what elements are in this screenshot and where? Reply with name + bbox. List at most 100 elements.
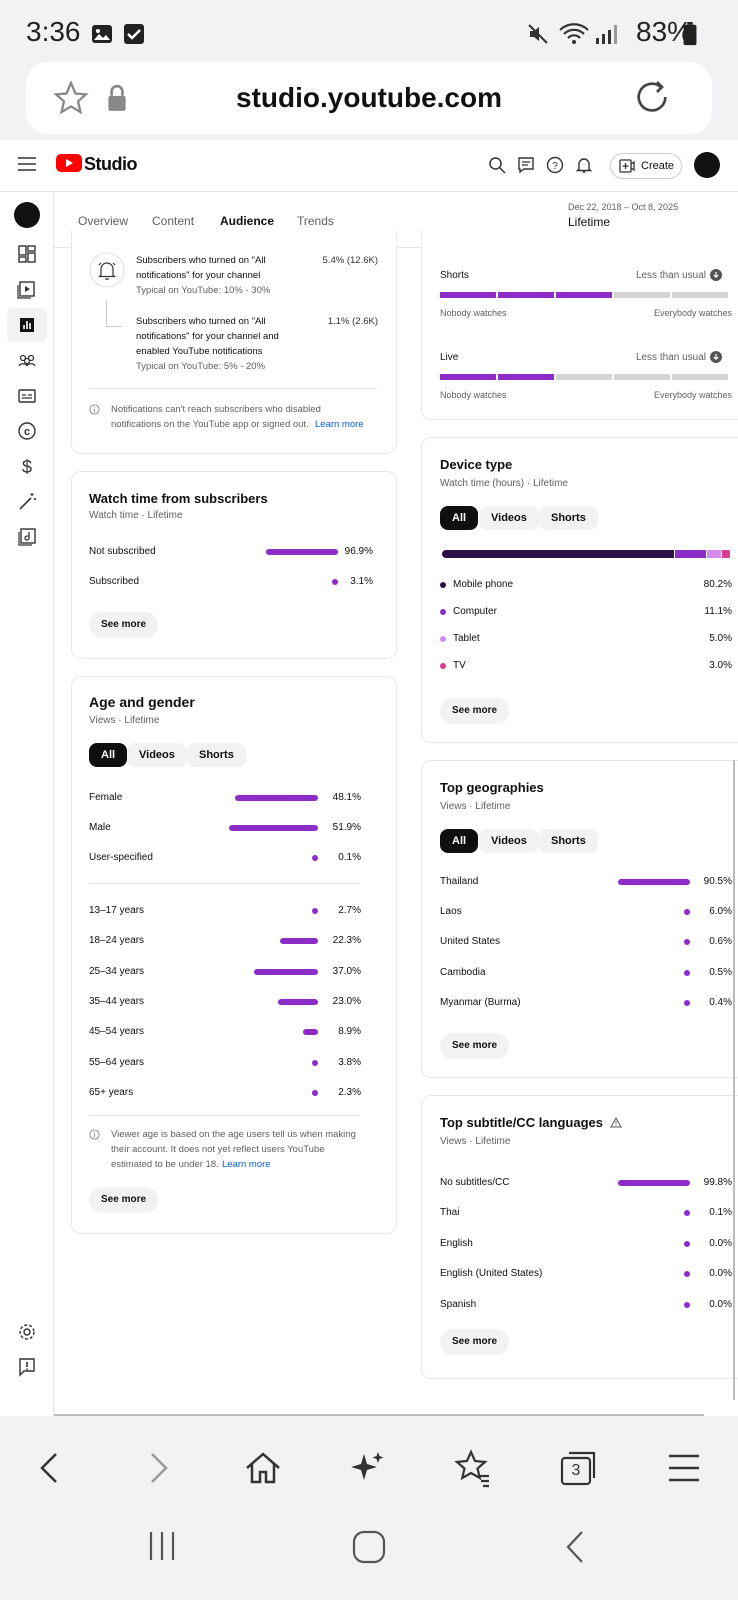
subtitles-icon[interactable] [15,384,39,408]
row-label: 45–54 years [89,1026,145,1038]
dashboard-icon[interactable] [15,242,39,266]
age-gender-title: Age and gender [89,694,195,710]
home-icon[interactable] [243,1448,283,1488]
row-bar [229,825,318,831]
device-filter-videos[interactable]: Videos [479,506,539,530]
url-text[interactable]: studio.youtube.com [236,82,502,113]
create-button[interactable]: Create [610,153,682,179]
row-label: Spanish [440,1298,477,1310]
level-segment [498,374,554,380]
recent-apps-icon[interactable] [146,1530,178,1562]
age-note-line1: Viewer age is based on the age users tel… [111,1129,356,1140]
notif-learn-more-link[interactable]: Learn more [315,419,364,430]
horizontal-scrollbar[interactable] [54,1414,704,1416]
analytics-icon[interactable] [15,313,39,337]
row-label: 13–17 years [89,905,145,916]
row-label: Female [89,792,123,803]
row-label: Cambodia [440,966,486,978]
row-dot [332,579,338,585]
ai-sparkle-icon[interactable] [348,1448,388,1488]
page-scrollbar[interactable] [733,760,735,1400]
content-icon[interactable] [15,277,39,301]
geographies-title: Top geographies [440,780,544,795]
side-navigation: c $ [0,192,54,1416]
row-value: 0.0% [709,1237,732,1249]
age-note-line3: estimated to be under 18. [111,1159,219,1170]
geo-filter-all[interactable]: All [440,829,479,853]
row-value: 48.1% [332,792,361,803]
down-arrow-circle-icon [710,269,722,281]
signal-icon [596,25,617,44]
community-icon[interactable] [15,349,39,373]
row-label: Not subscribed [89,546,156,557]
row-label: 18–24 years [89,935,145,947]
row-value: 8.9% [338,1026,361,1038]
system-back-icon[interactable] [564,1530,586,1564]
tab-overview[interactable]: Overview [78,214,129,228]
row-dot [684,1240,690,1247]
customization-wand-icon[interactable] [15,490,39,514]
info-icon [89,1129,100,1140]
tab-trends[interactable]: Trends [297,214,334,228]
bookmarks-icon[interactable] [453,1448,493,1488]
subtitles-see-more-button[interactable]: See more [440,1329,510,1355]
device-filter-all[interactable]: All [440,506,479,530]
age-filter-shorts[interactable]: Shorts [187,743,246,767]
reload-icon[interactable] [632,76,672,118]
create-video-icon [619,159,635,173]
level-segment [614,292,670,298]
age-filter-all[interactable]: All [89,743,128,767]
date-range-text[interactable]: Dec 22, 2018 – Oct 8, 2025 [568,202,679,212]
row-value: 2.3% [338,1086,361,1098]
divider [89,1115,360,1116]
back-icon[interactable] [30,1448,70,1488]
age-filter-videos[interactable]: Videos [127,743,187,767]
forward-icon[interactable] [138,1448,178,1488]
earn-icon[interactable]: $ [15,454,39,478]
svg-text:$: $ [22,457,32,477]
notifications-bell-icon[interactable] [575,154,593,176]
comments-icon[interactable] [517,154,535,176]
age-gender-card: Age and gender Views · Lifetime All Vide… [71,676,397,1234]
image-notification-icon [92,25,112,43]
age-gender-see-more-button[interactable]: See more [89,1187,159,1213]
watch-time-subscribers-card: Watch time from subscribers Watch time ·… [71,471,397,659]
geographies-see-more-button[interactable]: See more [440,1033,510,1059]
system-navigation [0,1512,738,1600]
geo-filter-videos[interactable]: Videos [479,829,539,853]
bookmark-star-icon[interactable] [52,80,90,116]
row-label: User-specified [89,852,153,863]
warning-icon [610,1117,622,1128]
device-see-more-button[interactable]: See more [440,698,510,724]
audio-library-icon[interactable] [15,525,39,549]
battery-icon [683,22,697,46]
age-learn-more-link[interactable]: Learn more [222,1159,271,1170]
menu-icon[interactable] [18,156,36,172]
top-geographies-card: Top geographies Views · Lifetime All Vid… [421,760,738,1078]
home-button-icon[interactable] [352,1530,386,1564]
watch-time-see-more-button[interactable]: See more [89,612,159,638]
studio-logo-text[interactable]: Studio [84,154,138,174]
date-range-label[interactable]: Lifetime [568,215,611,229]
device-filter-shorts[interactable]: Shorts [539,506,598,530]
live-left-label: Nobody watches [440,390,507,400]
address-bar[interactable]: studio.youtube.com [26,62,712,134]
device-subtitle: Watch time (hours) · Lifetime [440,478,568,489]
channel-avatar[interactable] [694,152,720,178]
menu-hamburger-icon[interactable] [664,1448,704,1488]
help-icon[interactable]: ? [546,154,564,176]
geo-filter-shorts[interactable]: Shorts [539,829,598,853]
copyright-icon[interactable]: c [15,419,39,443]
tabs-button[interactable]: 3 [559,1448,599,1488]
row-dot [312,1089,318,1096]
tab-audience[interactable]: Audience [220,214,275,228]
search-icon[interactable] [488,154,506,176]
feedback-icon[interactable] [15,1355,39,1379]
tab-content[interactable]: Content [152,214,195,228]
youtube-logo-icon[interactable] [56,154,82,172]
device-segment [722,550,730,558]
subtitle-languages-card: Top subtitle/CC languages Views · Lifeti… [421,1095,738,1379]
notif-row1-value: 5.4% (12.6K) [322,255,378,266]
sidebar-channel-avatar[interactable] [14,202,40,228]
settings-icon[interactable] [15,1320,39,1344]
